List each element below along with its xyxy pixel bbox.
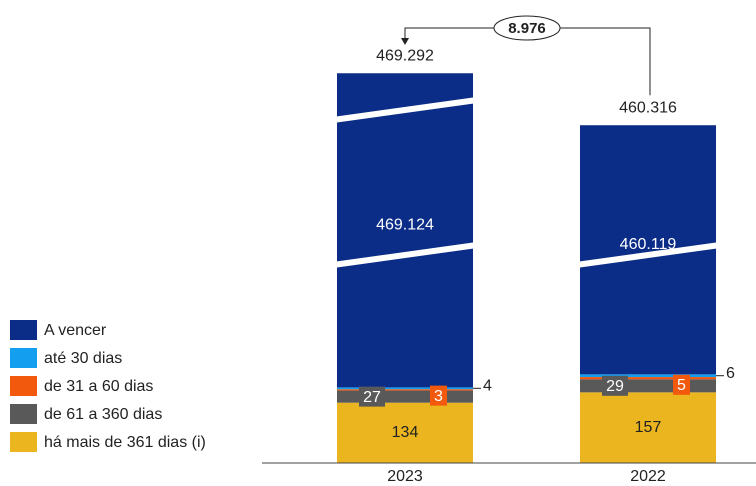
axis-break (332, 97, 478, 123)
bar-segment (337, 402, 473, 463)
axis-break (332, 242, 478, 268)
legend-swatch (10, 320, 37, 340)
axis-break (575, 242, 721, 268)
legend-label: A vencer (44, 322, 107, 339)
value-label: 157 (635, 419, 662, 436)
bar-segment (580, 374, 716, 378)
legend-swatch (10, 376, 37, 396)
label-box (430, 385, 447, 406)
total-label: 460.316 (619, 99, 677, 116)
value-label: 134 (392, 424, 419, 441)
legend-label: há mais de 361 dias (i) (44, 434, 206, 451)
legend-swatch (10, 432, 37, 452)
value-label: 5 (677, 377, 686, 394)
x-tick-label: 2023 (387, 468, 423, 485)
bar-segment (337, 390, 473, 403)
bar-segment (580, 379, 716, 393)
arrow-head (401, 38, 409, 45)
bar-segment (337, 389, 473, 391)
bar-segment (580, 377, 716, 380)
difference-label: 8.976 (508, 20, 546, 37)
legend-swatch (10, 404, 37, 424)
bar-segment (580, 392, 716, 463)
value-label: 27 (363, 389, 381, 406)
value-label: 4 (483, 378, 492, 395)
value-label: 469.124 (376, 217, 434, 234)
label-box (602, 375, 628, 396)
label-box (359, 386, 385, 407)
total-label: 469.292 (376, 47, 434, 64)
legend-label: de 61 a 360 dias (44, 406, 162, 423)
legend-label: até 30 dias (44, 350, 122, 367)
value-label: 3 (434, 388, 443, 405)
value-label: 6 (726, 365, 735, 382)
legend-swatch (10, 348, 37, 368)
bar-segment (337, 387, 473, 390)
bars: 469.124 134 27 3 4 469.292 2023 460.119 157 29 5 6 4… (332, 47, 735, 485)
difference-badge (493, 15, 561, 41)
x-tick-label: 2022 (630, 468, 666, 485)
bar-segment (337, 73, 473, 388)
legend: A vencer até 30 dias de 31 a 60 dias de 61 … (10, 320, 206, 452)
value-label: 460.119 (620, 236, 677, 253)
label-box (673, 374, 690, 395)
value-label: 29 (606, 378, 624, 395)
legend-label: de 31 a 60 dias (44, 378, 153, 395)
